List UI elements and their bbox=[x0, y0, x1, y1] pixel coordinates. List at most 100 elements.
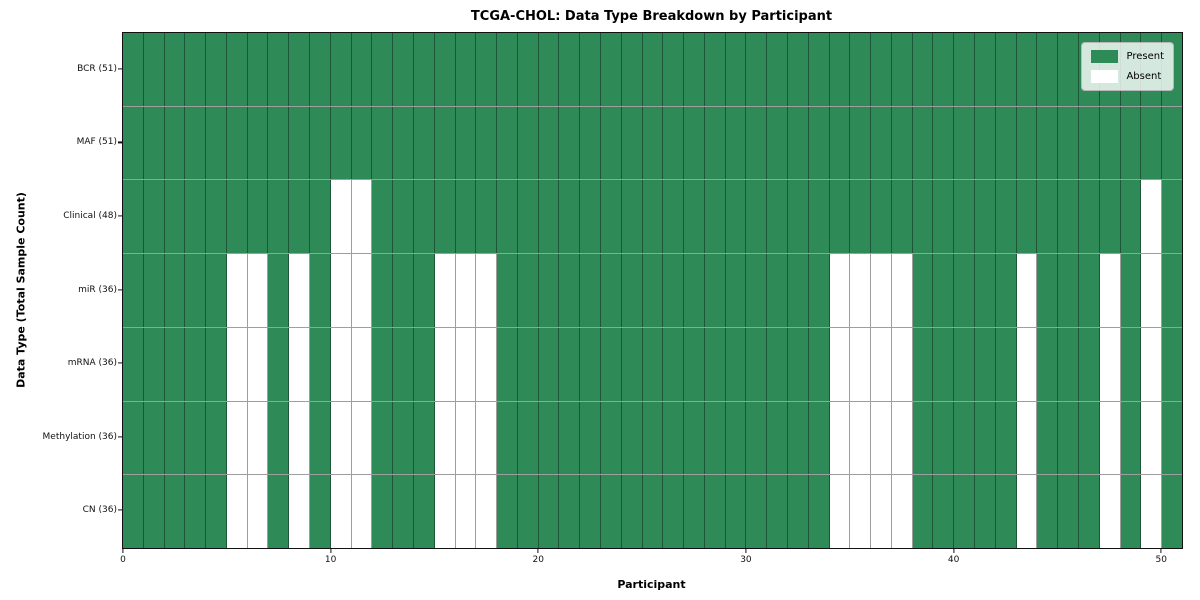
x-tick-label: 30 bbox=[740, 555, 752, 565]
heatmap-cell bbox=[538, 254, 560, 327]
heatmap-cell bbox=[123, 327, 144, 401]
heatmap-cell bbox=[559, 401, 581, 475]
heatmap-cell bbox=[434, 327, 456, 401]
heatmap-cell bbox=[123, 475, 144, 549]
heatmap-row bbox=[123, 33, 1182, 106]
heatmap-cell bbox=[767, 33, 788, 106]
x-tick-labels: 0 10 20 30 40 50 bbox=[120, 549, 1182, 571]
heatmap-cell bbox=[268, 33, 290, 106]
heatmap-cell bbox=[808, 33, 830, 106]
heatmap-cell bbox=[1058, 180, 1079, 254]
heatmap-cell bbox=[372, 327, 394, 401]
heatmap-cell bbox=[413, 180, 435, 254]
heatmap-cell bbox=[1162, 254, 1182, 327]
heatmap-cell bbox=[1099, 401, 1121, 475]
x-tick-mark bbox=[745, 549, 747, 553]
heatmap-cell bbox=[164, 106, 186, 180]
heatmap-cell bbox=[497, 180, 518, 254]
heatmap-cell bbox=[330, 475, 352, 549]
heatmap-cell bbox=[393, 327, 414, 401]
heatmap-cell bbox=[1120, 180, 1142, 254]
heatmap-cell bbox=[330, 33, 352, 106]
heatmap-cell bbox=[413, 475, 435, 549]
heatmap-cell bbox=[746, 475, 768, 549]
heatmap-cell bbox=[975, 33, 996, 106]
heatmap-row bbox=[123, 105, 1182, 180]
x-tick-label: 10 bbox=[324, 555, 337, 565]
heatmap-cell bbox=[891, 33, 913, 106]
legend-label-absent: Absent bbox=[1126, 71, 1162, 82]
heatmap-cell bbox=[580, 180, 601, 254]
heatmap-cell bbox=[621, 475, 643, 549]
heatmap-cell bbox=[393, 401, 414, 475]
heatmap-cell bbox=[1016, 180, 1038, 254]
heatmap-cell bbox=[206, 180, 227, 254]
heatmap-cell bbox=[808, 327, 830, 401]
heatmap-cell bbox=[226, 475, 248, 549]
heatmap-cell bbox=[642, 475, 664, 549]
heatmap-grid bbox=[123, 33, 1182, 549]
x-tick-label: 50 bbox=[1155, 555, 1167, 565]
heatmap-cell bbox=[413, 327, 435, 401]
heatmap-cell bbox=[954, 475, 976, 549]
heatmap-cell bbox=[891, 180, 913, 254]
heatmap-cell bbox=[413, 254, 435, 327]
heatmap-cell bbox=[393, 33, 414, 106]
heatmap-cell bbox=[684, 475, 705, 549]
heatmap-cell bbox=[1120, 254, 1142, 327]
heatmap-cell bbox=[1099, 475, 1121, 549]
heatmap-cell bbox=[621, 180, 643, 254]
heatmap-cell bbox=[393, 106, 414, 180]
heatmap-cell bbox=[1016, 106, 1038, 180]
heatmap-cell bbox=[954, 401, 976, 475]
heatmap-cell bbox=[310, 180, 331, 254]
heatmap-cell bbox=[808, 475, 830, 549]
heatmap-cell bbox=[933, 106, 955, 180]
heatmap-cell bbox=[393, 254, 414, 327]
heatmap-cell bbox=[995, 33, 1017, 106]
heatmap-cell bbox=[663, 327, 685, 401]
heatmap-cell bbox=[725, 327, 747, 401]
heatmap-cell bbox=[455, 401, 477, 475]
heatmap-cell bbox=[434, 106, 456, 180]
heatmap-cell bbox=[1120, 401, 1142, 475]
heatmap-cell bbox=[1058, 33, 1079, 106]
heatmap-cell bbox=[746, 180, 768, 254]
heatmap-cell bbox=[1078, 401, 1100, 475]
heatmap-cell bbox=[476, 327, 498, 401]
heatmap-cell bbox=[995, 180, 1017, 254]
heatmap-cell bbox=[746, 33, 768, 106]
heatmap-cell bbox=[123, 33, 144, 106]
heatmap-cell bbox=[808, 401, 830, 475]
heatmap-cell bbox=[600, 327, 622, 401]
heatmap-cell bbox=[372, 401, 394, 475]
heatmap-cell bbox=[351, 33, 373, 106]
heatmap-cell bbox=[788, 180, 809, 254]
heatmap-cell bbox=[850, 254, 872, 327]
x-tick-label: 0 bbox=[120, 555, 126, 565]
heatmap-cell bbox=[829, 327, 851, 401]
heatmap-cell bbox=[164, 180, 186, 254]
y-tick-labels: BCR (51) MAF (51) Clinical (48) miR (36) mRN… bbox=[0, 32, 117, 547]
heatmap-cell bbox=[1016, 475, 1038, 549]
heatmap-cell bbox=[351, 475, 373, 549]
heatmap-cell bbox=[746, 254, 768, 327]
heatmap-cell bbox=[663, 475, 685, 549]
heatmap-cell bbox=[143, 327, 165, 401]
heatmap-cell bbox=[850, 401, 872, 475]
heatmap-cell bbox=[975, 401, 996, 475]
heatmap-cell bbox=[226, 33, 248, 106]
heatmap-cell bbox=[1141, 180, 1163, 254]
heatmap-cell bbox=[497, 475, 518, 549]
heatmap-cell bbox=[684, 33, 705, 106]
heatmap-cell bbox=[871, 33, 892, 106]
heatmap-cell bbox=[310, 254, 331, 327]
heatmap-cell bbox=[954, 33, 976, 106]
legend-item-present: Present bbox=[1091, 50, 1164, 63]
heatmap-cell bbox=[788, 327, 809, 401]
y-tick-label: Clinical (48) bbox=[63, 210, 117, 221]
heatmap-cell bbox=[954, 180, 976, 254]
heatmap-cell bbox=[538, 106, 560, 180]
heatmap-cell bbox=[185, 33, 207, 106]
heatmap-cell bbox=[559, 254, 581, 327]
